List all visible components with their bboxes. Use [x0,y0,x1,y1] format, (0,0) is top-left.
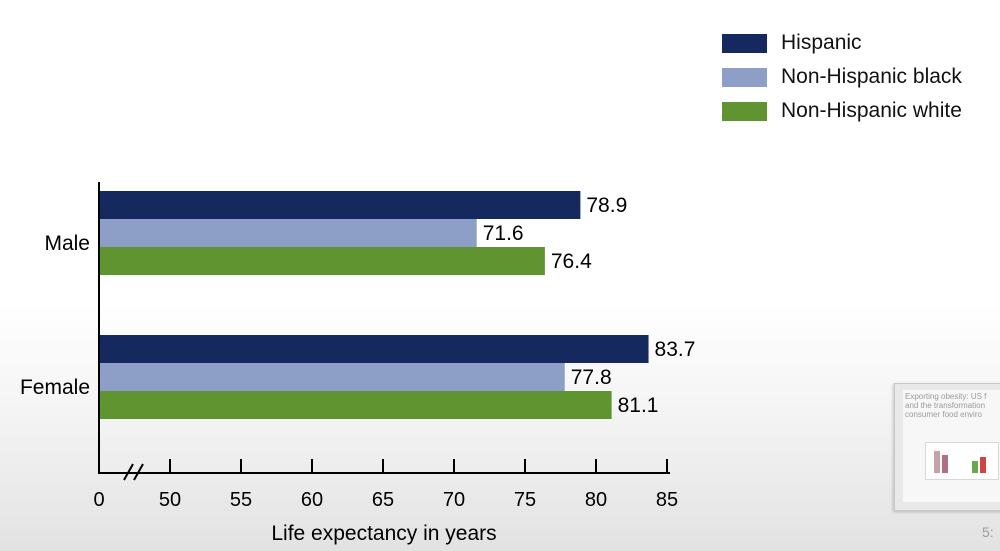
legend-item-non-hispanic-white: Non-Hispanic white [722,94,962,128]
legend-item-non-hispanic-black: Non-Hispanic black [722,60,962,94]
paper-thumbnail[interactable]: Exporting obesity: US f and the transfor… [894,383,1000,511]
legend-swatch-hispanic [722,33,767,53]
bar-female-non-hispanic-black [99,363,565,391]
video-timestamp: 5: [982,524,994,540]
legend-swatch-non-hispanic-white [722,101,767,121]
thumbnail-bar [942,455,948,473]
axis-break-mark [123,463,134,481]
axis-break-mark [133,463,144,481]
data-label: 78.9 [586,194,627,217]
x-tick-label: 70 [443,489,465,511]
x-tick-label: 65 [372,489,394,511]
legend: Hispanic Non-Hispanic black Non-Hispanic… [722,26,962,128]
thumbnail-figure [925,442,999,480]
bar-male-non-hispanic-black [99,219,477,247]
x-tick-label: 50 [159,489,181,511]
legend-label: Hispanic [781,31,862,54]
data-label: 83.7 [655,338,696,361]
x-tick-label: 75 [514,489,536,511]
thumbnail-bar [972,461,978,473]
x-tick-label: 55 [230,489,252,511]
x-tick-label: 80 [585,489,607,511]
thumbnail-bar [934,451,940,473]
legend-label: Non-Hispanic white [781,99,962,122]
x-tick-label: 60 [301,489,323,511]
data-label: 77.8 [571,366,612,389]
bar-male-non-hispanic-white [99,247,545,275]
legend-swatch-non-hispanic-black [722,67,767,87]
data-label: 71.6 [483,222,524,245]
legend-item-hispanic: Hispanic [722,26,962,60]
thumbnail-title: Exporting obesity: US f and the transfor… [905,392,987,419]
data-label: 76.4 [551,250,592,273]
thumbnail-bar [980,457,986,473]
x-tick-label: 85 [656,489,678,511]
x-tick-label: 0 [93,489,104,511]
category-label-male: Male [44,232,90,255]
data-label: 81.1 [618,394,659,417]
bar-female-hispanic [99,335,649,363]
bar-female-non-hispanic-white [99,391,612,419]
category-label-female: Female [20,376,90,399]
x-axis-title: Life expectancy in years [271,522,496,545]
bar-male-hispanic [99,191,581,219]
legend-label: Non-Hispanic black [781,65,962,88]
